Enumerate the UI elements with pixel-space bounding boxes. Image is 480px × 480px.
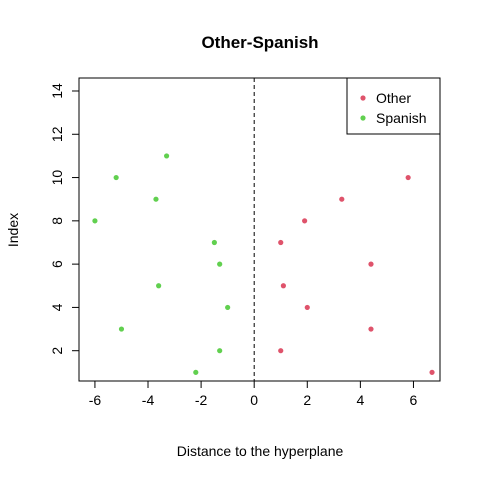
data-point-spanish [163, 153, 170, 159]
x-tick-label: -4 [142, 392, 155, 408]
data-point-other [280, 283, 286, 289]
data-point-spanish [211, 239, 217, 246]
data-point-other [405, 174, 411, 181]
data-point-other [429, 369, 435, 375]
legend-marker-other [360, 95, 366, 101]
data-point-spanish [217, 348, 223, 354]
data-point-other [368, 261, 374, 267]
data-point-other [278, 239, 284, 246]
x-tick-label: 6 [410, 392, 418, 408]
x-tick-label: 0 [250, 392, 258, 408]
data-point-spanish [118, 326, 125, 332]
data-point-other [278, 348, 284, 354]
data-point-spanish [153, 196, 159, 202]
data-point-spanish [225, 304, 231, 311]
data-point-other [339, 196, 345, 202]
legend-box [346, 77, 441, 135]
data-point-spanish [156, 283, 162, 289]
x-tick-label: 4 [356, 392, 364, 408]
y-tick-label: 6 [49, 260, 65, 268]
data-point-spanish [193, 369, 199, 375]
x-tick-label: 2 [303, 392, 311, 408]
y-tick-label: 12 [49, 126, 65, 142]
y-axis-label: Index [5, 213, 21, 247]
y-tick-label: 14 [49, 83, 65, 99]
legend-label-other: Other [376, 90, 411, 106]
x-tick-label: -6 [89, 392, 102, 408]
y-tick-label: 10 [49, 170, 65, 186]
data-point-other [302, 218, 308, 224]
data-point-spanish [113, 174, 119, 181]
y-tick-label: 8 [49, 217, 65, 225]
plot-area: -6 -4 -2 0 2 4 6 2 4 6 8 10 12 14 Other Spanish [49, 77, 441, 408]
y-tick-label: 2 [49, 347, 65, 355]
x-axis-label: Distance to the hyperplane [177, 443, 344, 459]
data-point-spanish [217, 261, 223, 267]
legend-marker-spanish [360, 115, 366, 121]
data-point-spanish [92, 218, 98, 224]
data-point-other [368, 326, 374, 332]
chart-title: Other-Spanish [201, 33, 318, 52]
legend-label-spanish: Spanish [376, 110, 427, 126]
data-point-other [304, 304, 310, 311]
x-tick-label: -2 [195, 392, 208, 408]
plot-frame [78, 77, 441, 382]
y-tick-label: 4 [49, 303, 65, 311]
